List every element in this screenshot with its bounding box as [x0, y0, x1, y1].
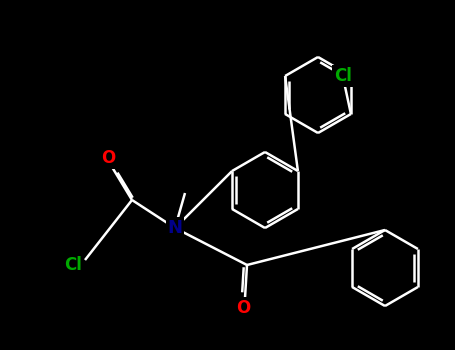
- Text: O: O: [101, 149, 115, 167]
- Text: N: N: [167, 219, 182, 237]
- Text: Cl: Cl: [334, 67, 352, 85]
- Text: Cl: Cl: [64, 256, 82, 274]
- Text: O: O: [236, 299, 250, 317]
